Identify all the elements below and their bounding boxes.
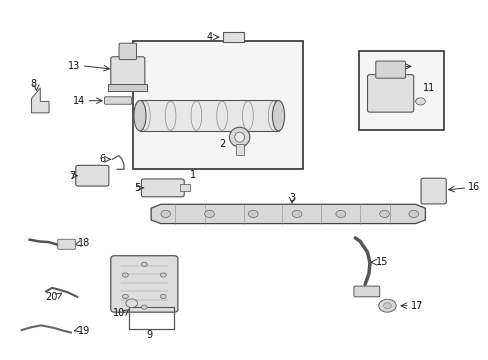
- Circle shape: [291, 210, 301, 217]
- Circle shape: [160, 294, 166, 298]
- Text: 20: 20: [45, 292, 57, 302]
- Ellipse shape: [272, 100, 284, 131]
- Circle shape: [383, 303, 390, 309]
- Circle shape: [379, 210, 388, 217]
- Text: 16: 16: [467, 182, 479, 192]
- FancyBboxPatch shape: [141, 179, 184, 197]
- Text: 9: 9: [146, 330, 152, 340]
- Circle shape: [161, 210, 170, 217]
- Circle shape: [125, 299, 137, 307]
- Circle shape: [378, 299, 395, 312]
- Polygon shape: [151, 204, 425, 224]
- Polygon shape: [31, 88, 49, 113]
- Circle shape: [160, 273, 166, 277]
- Text: 8: 8: [30, 79, 36, 89]
- Circle shape: [248, 210, 258, 217]
- Bar: [358, 51, 443, 130]
- Ellipse shape: [234, 132, 244, 142]
- FancyBboxPatch shape: [375, 61, 405, 78]
- Text: 13: 13: [68, 61, 80, 71]
- Circle shape: [204, 210, 214, 217]
- Circle shape: [141, 305, 147, 309]
- FancyBboxPatch shape: [104, 97, 131, 104]
- Circle shape: [122, 294, 128, 298]
- Bar: [132, 41, 302, 169]
- Circle shape: [335, 210, 345, 217]
- FancyBboxPatch shape: [58, 239, 75, 249]
- Bar: [180, 184, 190, 192]
- Circle shape: [408, 210, 418, 217]
- Text: 12: 12: [381, 62, 393, 71]
- Text: 6: 6: [100, 154, 106, 164]
- FancyBboxPatch shape: [119, 43, 136, 60]
- Circle shape: [122, 273, 128, 277]
- FancyBboxPatch shape: [420, 178, 446, 204]
- Circle shape: [141, 262, 147, 266]
- Text: 10: 10: [113, 308, 125, 318]
- Text: 15: 15: [375, 257, 387, 267]
- FancyBboxPatch shape: [111, 57, 144, 89]
- Text: 1: 1: [190, 170, 196, 180]
- Text: 3: 3: [288, 193, 295, 203]
- FancyBboxPatch shape: [353, 286, 379, 297]
- Text: 18: 18: [78, 238, 90, 248]
- Text: 19: 19: [78, 326, 90, 336]
- Ellipse shape: [229, 127, 249, 147]
- Bar: [140, 100, 278, 131]
- Bar: [222, 32, 244, 42]
- Bar: [129, 307, 174, 329]
- FancyBboxPatch shape: [111, 256, 178, 312]
- Ellipse shape: [134, 100, 146, 131]
- Text: 5: 5: [133, 183, 140, 193]
- Bar: [235, 144, 243, 155]
- Text: 17: 17: [410, 301, 422, 311]
- Text: 14: 14: [73, 96, 85, 106]
- FancyBboxPatch shape: [76, 165, 109, 186]
- FancyBboxPatch shape: [367, 75, 413, 112]
- Text: 4: 4: [206, 32, 212, 42]
- Bar: [108, 84, 147, 91]
- Text: 11: 11: [423, 83, 435, 93]
- Circle shape: [415, 98, 425, 105]
- Text: 7: 7: [69, 171, 75, 181]
- Text: 2: 2: [219, 139, 225, 149]
